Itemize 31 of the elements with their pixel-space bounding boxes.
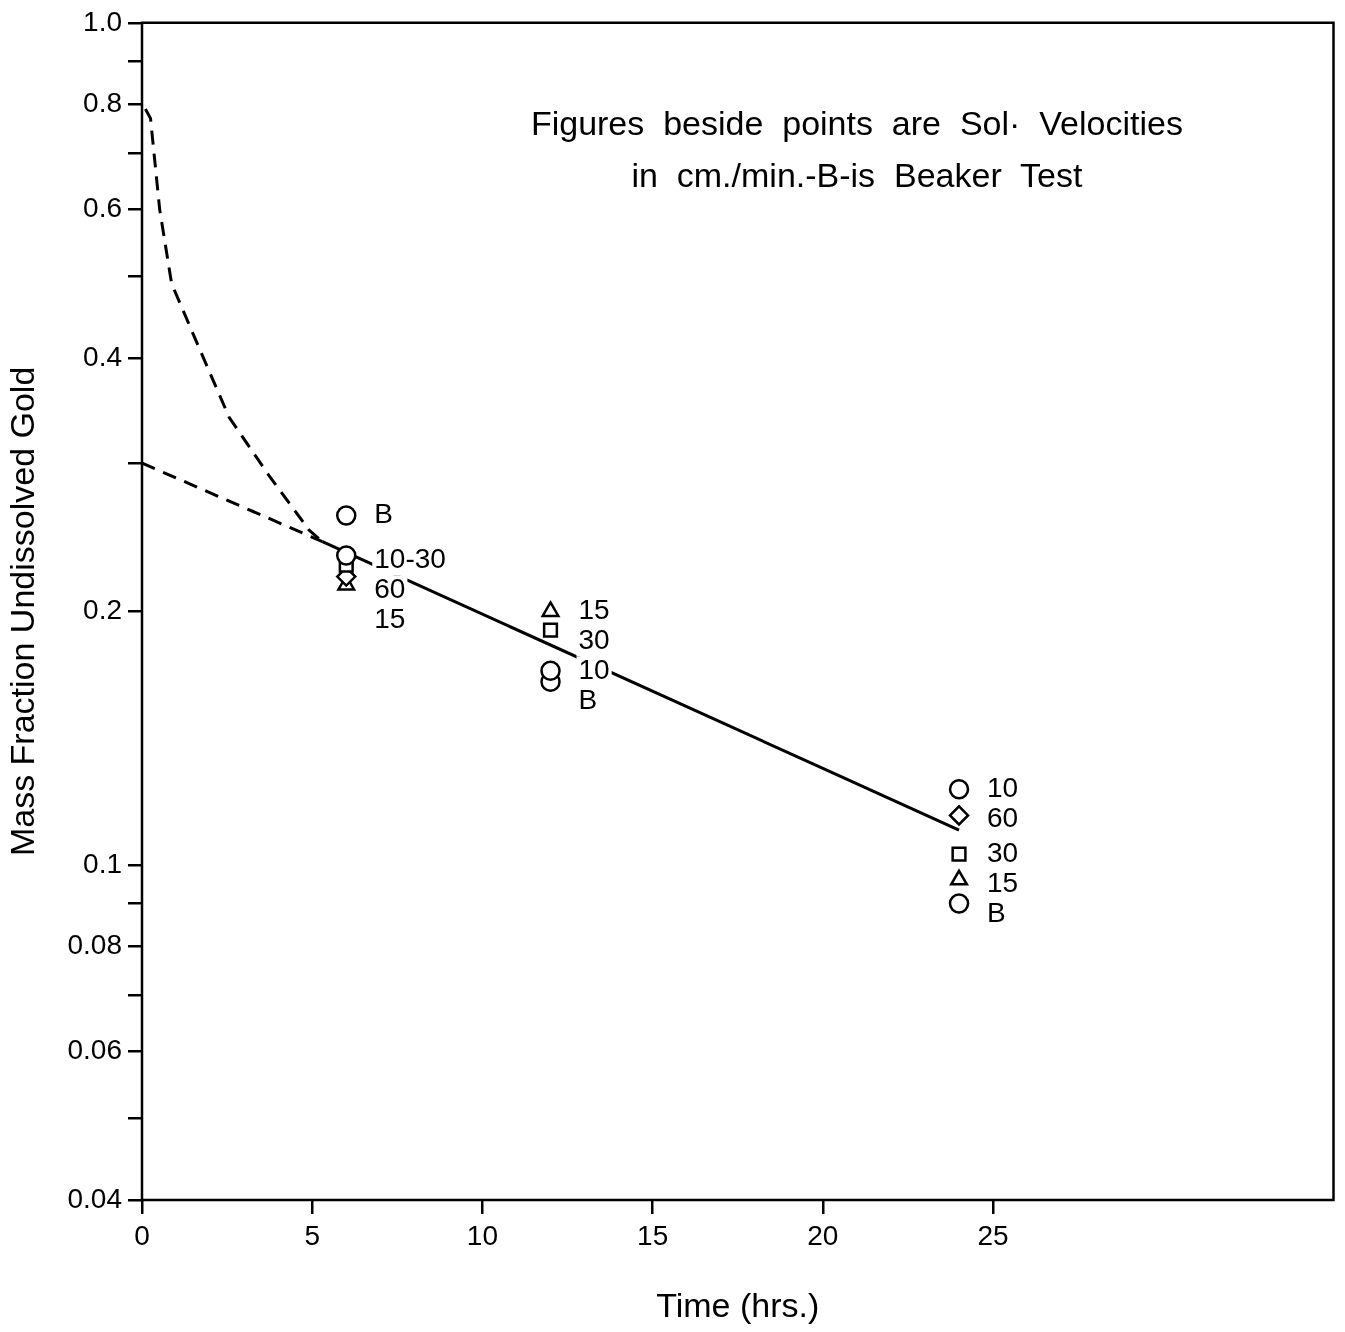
y-tick-label: 0.2 (83, 594, 122, 626)
x-tick-label: 15 (637, 1219, 669, 1251)
y-axis-title: Mass Fraction Undissolved Gold (2, 366, 41, 857)
x-tick-label: 20 (807, 1219, 839, 1251)
y-tick-label: 0.4 (83, 340, 122, 372)
annotation: 60 (987, 801, 1019, 833)
annotation: 15 (987, 866, 1019, 898)
y-tick-label: 0.8 (83, 87, 122, 119)
annotation: B (578, 684, 598, 716)
annotation: 10 (987, 771, 1019, 803)
y-tick-label: 0.6 (83, 192, 122, 224)
y-tick-label: 0.06 (67, 1034, 122, 1066)
y-tick-label: 0.08 (67, 929, 122, 961)
x-tick-label: 10 (466, 1219, 499, 1251)
y-tick-label: 0.04 (67, 1182, 122, 1214)
y-tick-label: 1.0 (83, 5, 122, 37)
annotation: Figures beside points are Sol· Velocities in cm./min.-B-is Beaker Test (530, 104, 1183, 195)
annotation: B (987, 896, 1006, 928)
annotation: 60 (374, 573, 406, 605)
annotation: B (374, 498, 393, 530)
x-tick-label: 25 (977, 1219, 1009, 1251)
annotation: 15 (374, 603, 406, 635)
x-tick-label: 5 (304, 1219, 320, 1251)
annotation: 30 (987, 836, 1019, 868)
annotation: 10-30 (374, 543, 446, 575)
annotation: 15 (578, 594, 610, 626)
y-tick-label: 0.1 (83, 847, 122, 879)
x-tick-label: 0 (134, 1219, 150, 1251)
annotation: 10 (578, 654, 610, 686)
annotation: 30 (578, 624, 610, 656)
x-axis-title: Time (hrs.) (656, 1285, 820, 1324)
